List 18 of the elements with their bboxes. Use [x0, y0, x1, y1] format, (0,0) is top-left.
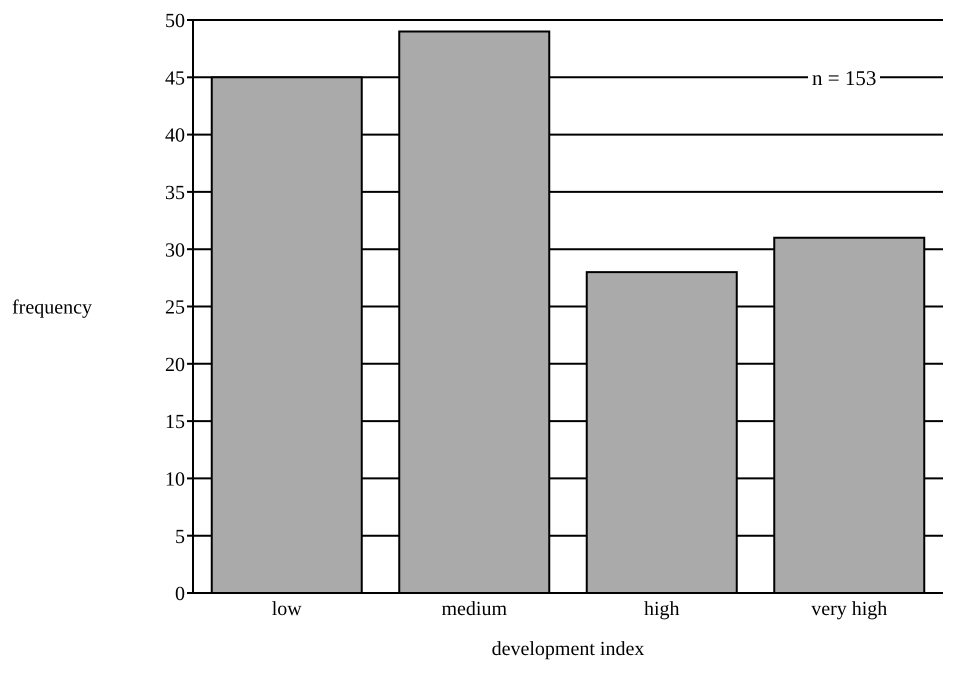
y-tick-label: 15 [165, 411, 185, 434]
y-tick-label: 5 [175, 526, 185, 548]
y-tick-label: 45 [165, 67, 185, 90]
x-tick-label: high [644, 598, 680, 620]
x-tick-label: medium [441, 598, 508, 620]
y-tick-label: 0 [175, 583, 185, 606]
annotation: n = 153 [808, 66, 880, 91]
y-tick-label: 40 [165, 124, 185, 147]
y-tick-label: 20 [165, 354, 185, 376]
y-axis-title: frequency [12, 296, 92, 319]
y-tick-label: 50 [165, 10, 185, 32]
x-axis-title: development index [492, 638, 644, 660]
y-tick-label: 25 [165, 296, 185, 319]
y-tick-label: 30 [165, 239, 185, 262]
x-tick-label: low [272, 598, 302, 620]
y-tick-label: 35 [165, 182, 185, 204]
y-tick-label: 10 [165, 468, 185, 490]
x-tick-label: very high [811, 598, 888, 620]
